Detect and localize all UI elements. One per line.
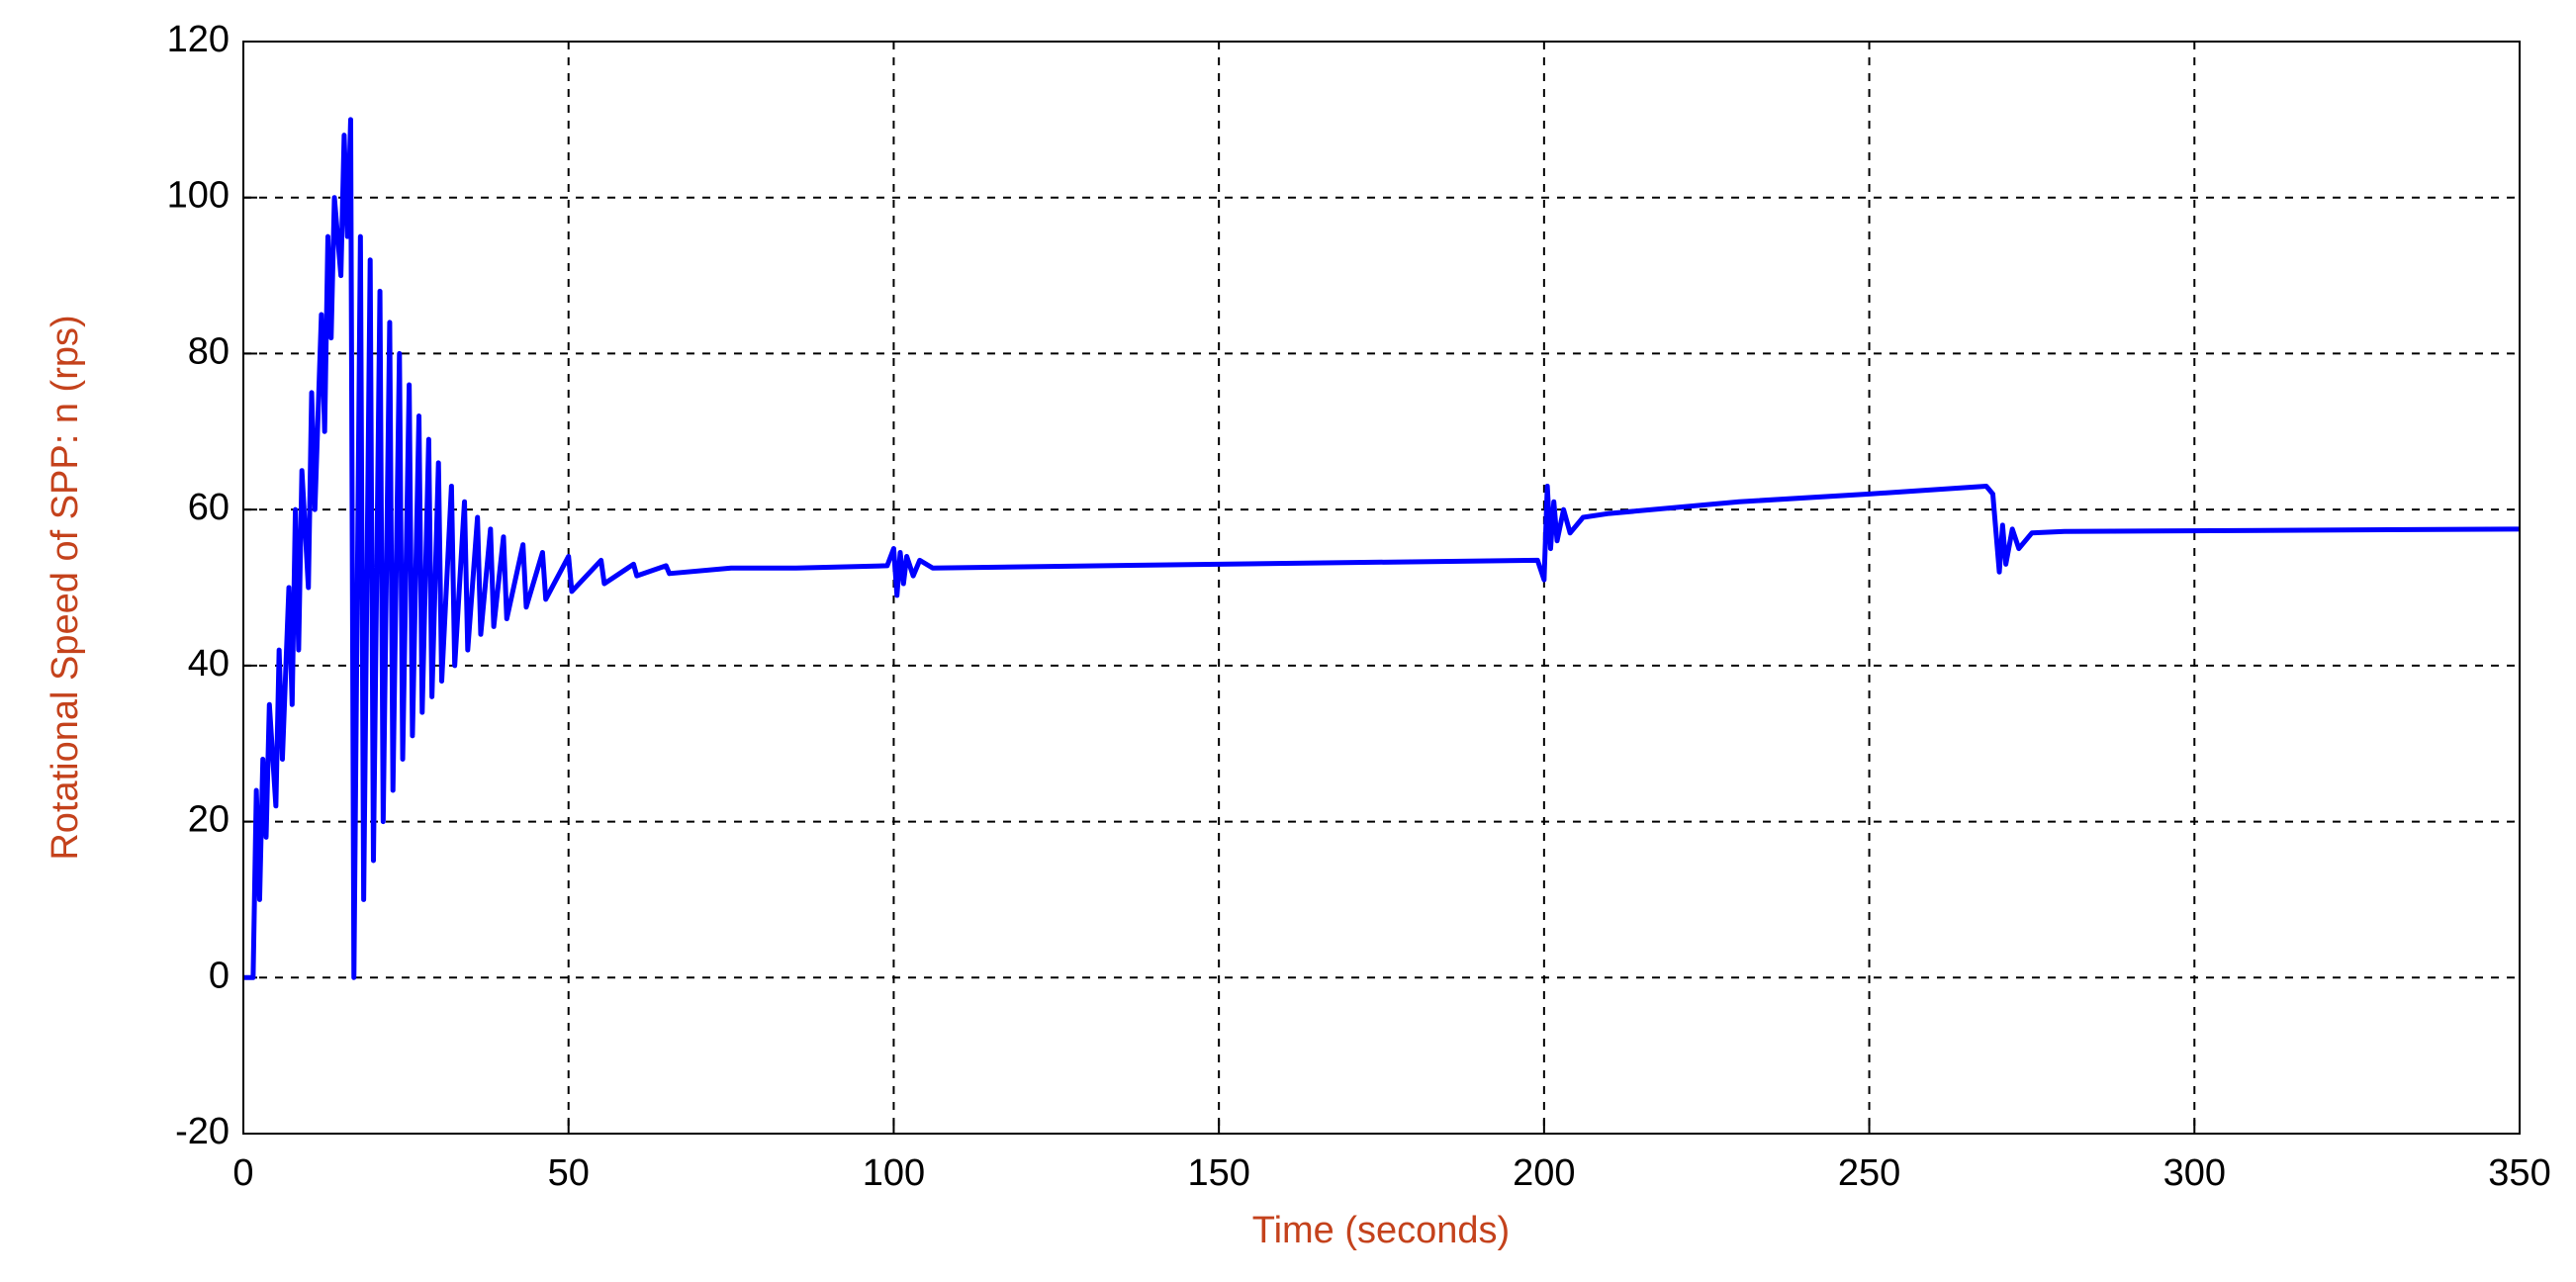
x-tick-label: 150 [1187,1152,1249,1194]
y-tick-label: 120 [167,19,230,60]
x-axis-title: Time (seconds) [1252,1210,1510,1251]
y-tick-label: 100 [167,175,230,217]
x-tick-label: 0 [232,1152,253,1194]
plot-frame [242,41,2521,1135]
y-tick-label: 40 [188,643,230,685]
x-tick-label: 100 [863,1152,925,1194]
x-tick-label: 300 [2163,1152,2226,1194]
y-tick-label: 80 [188,330,230,372]
data-line [243,117,2521,980]
y-tick-label: 20 [188,799,230,841]
y-tick-label: -20 [175,1111,230,1152]
plot-area [243,42,2520,1134]
x-tick-label: 50 [548,1152,590,1194]
x-tick-label: 350 [2488,1152,2550,1194]
x-tick-label: 200 [1513,1152,1575,1194]
x-tick-label: 250 [1838,1152,1900,1194]
y-tick-label: 0 [209,955,230,996]
y-axis-title: Rotational Speed of SPP: n (rps) [45,315,86,860]
y-tick-label: 60 [188,487,230,528]
